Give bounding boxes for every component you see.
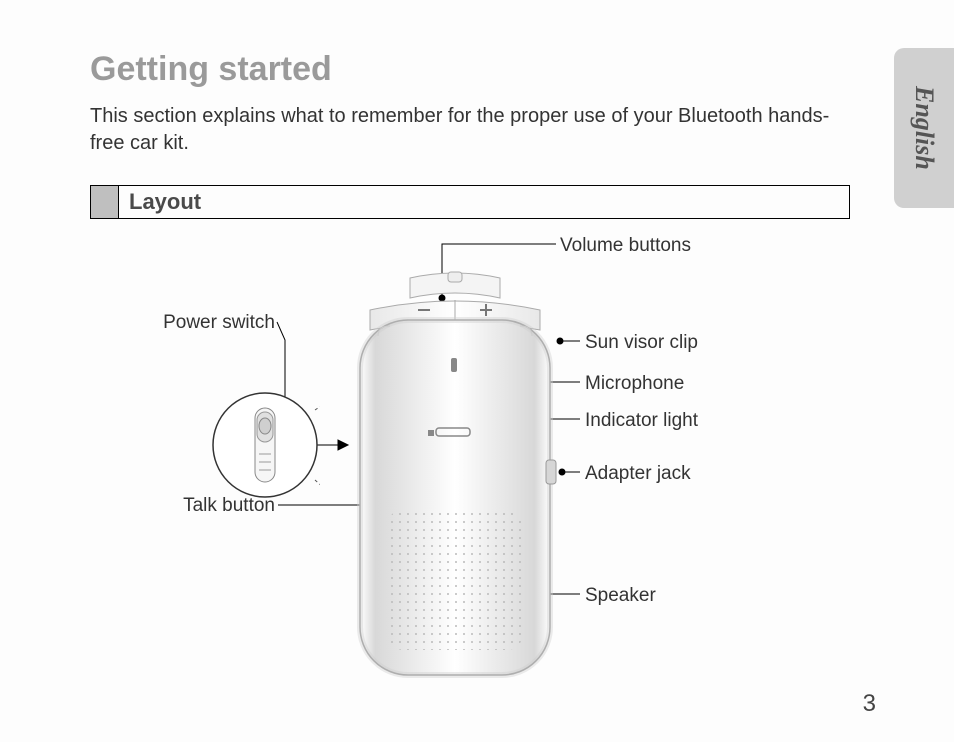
power-switch-detail: [210, 370, 320, 520]
language-tab: English: [894, 48, 954, 208]
section-block-icon: [91, 186, 119, 218]
callout-speaker: Speaker: [585, 585, 656, 607]
manual-page: Getting started This section explains wh…: [0, 0, 954, 742]
layout-diagram: Volume buttons Power switch Sun visor cl…: [90, 240, 860, 710]
callout-volume-buttons: Volume buttons: [560, 235, 691, 257]
callout-power-switch: Power switch: [155, 312, 275, 334]
device-illustration: [340, 270, 570, 690]
callout-adapter-jack: Adapter jack: [585, 463, 691, 485]
section-heading-bar: Layout: [90, 185, 850, 219]
callout-sun-visor-clip: Sun visor clip: [585, 332, 698, 354]
intro-text: This section explains what to remember f…: [90, 103, 830, 157]
section-label: Layout: [119, 186, 211, 218]
callout-indicator-light: Indicator light: [585, 410, 698, 432]
callout-microphone: Microphone: [585, 373, 684, 395]
page-title: Getting started: [90, 50, 884, 89]
language-label: English: [909, 86, 939, 170]
page-number: 3: [863, 690, 876, 718]
